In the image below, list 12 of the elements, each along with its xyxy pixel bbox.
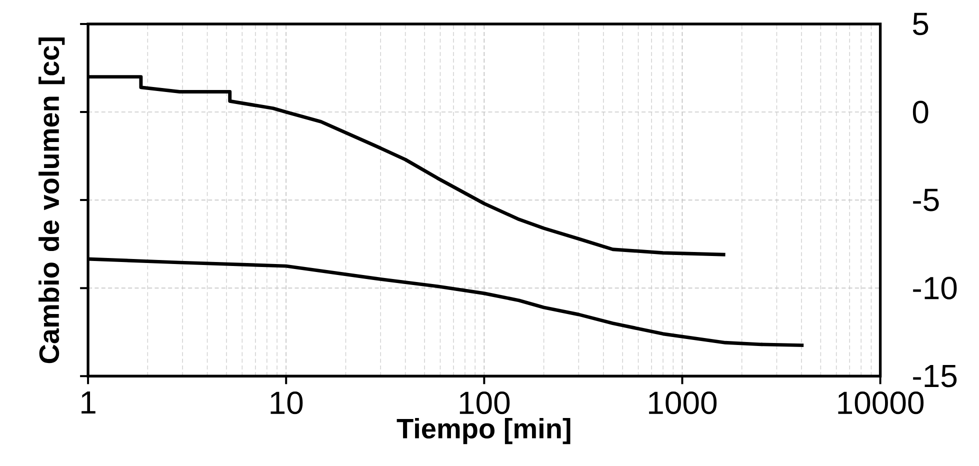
x-tick-label: 10000 <box>838 391 924 414</box>
x-tick-label: 100 <box>460 391 510 414</box>
y-tick-label: -5 <box>913 188 939 212</box>
x-axis-title: Tiempo [min] <box>396 418 570 444</box>
y-tick-label: 0 <box>912 100 928 124</box>
x-tick-label: 1 <box>82 391 96 414</box>
y-tick-label: -10 <box>913 276 957 300</box>
y-tick-label: 5 <box>912 12 928 36</box>
x-tick-label: 1000 <box>649 391 717 414</box>
y-tick-label: -15 <box>913 364 957 388</box>
x-tick-label: 10 <box>270 391 303 414</box>
y-axis-title: Cambio de volumen [cc] <box>38 37 65 364</box>
